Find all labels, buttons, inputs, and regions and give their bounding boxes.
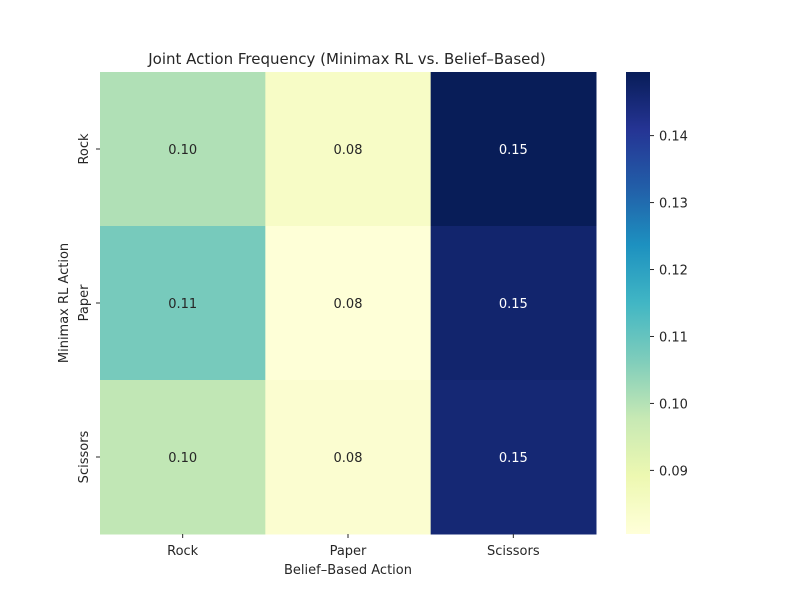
x-tick-label: Rock: [167, 544, 199, 559]
y-axis-ticks: Rock Paper Scissors: [77, 133, 100, 483]
heatmap-cell: [265, 226, 432, 381]
heatmap-cell: [430, 380, 597, 535]
heatmap-cell-label: 0.10: [168, 451, 197, 466]
heatmap-cell-label: 0.10: [168, 143, 197, 158]
colorbar-tick-label: 0.14: [659, 130, 688, 145]
heatmap-cell-label: 0.15: [499, 143, 528, 158]
colorbar-tick-label: 0.12: [659, 264, 688, 279]
colorbar-tick-label: 0.11: [659, 330, 688, 345]
heatmap-cell-label: 0.08: [334, 297, 363, 312]
y-tick-label: Rock: [77, 133, 92, 165]
heatmap-cell: [100, 72, 266, 227]
heatmap-cells: [100, 72, 597, 535]
x-tick-label: Scissors: [487, 544, 540, 559]
heatmap-cell: [100, 226, 266, 381]
y-tick-label: Paper: [77, 284, 92, 321]
heatmap-cell: [430, 72, 597, 227]
heatmap-cell-label: 0.15: [499, 297, 528, 312]
y-tick-label: Scissors: [77, 430, 92, 483]
colorbar: [626, 72, 650, 534]
colorbar-tick-label: 0.13: [659, 197, 688, 212]
heatmap-cell-label: 0.11: [168, 297, 197, 312]
chart-title: Joint Action Frequency (Minimax RL vs. B…: [147, 50, 546, 68]
colorbar-ticks: 0.09 0.10 0.11 0.12 0.13 0.14: [650, 130, 688, 479]
heatmap-cell: [100, 380, 266, 535]
x-tick-label: Paper: [330, 544, 367, 559]
heatmap-cell-labels: 0.10 0.08 0.15 0.11 0.08 0.15 0.10 0.08 0.15: [168, 143, 528, 466]
heatmap-cell: [265, 72, 432, 227]
colorbar-tick-label: 0.09: [659, 464, 688, 479]
heatmap-cell: [430, 226, 597, 381]
heatmap-cell-label: 0.15: [499, 451, 528, 466]
heatmap-cell: [265, 380, 432, 535]
colorbar-tick-label: 0.10: [659, 397, 688, 412]
x-axis-label: Belief–Based Action: [284, 563, 412, 578]
x-axis-ticks: Rock Paper Scissors: [167, 534, 540, 559]
heatmap-cell-label: 0.08: [334, 451, 363, 466]
heatmap-cell-label: 0.08: [334, 143, 363, 158]
y-axis-label: Minimax RL Action: [57, 243, 72, 363]
